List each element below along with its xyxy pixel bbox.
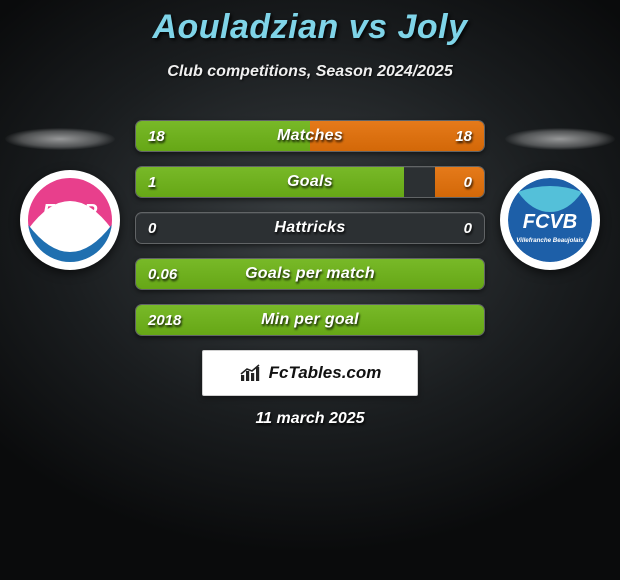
stat-value-right: 18: [455, 121, 472, 151]
date-label: 11 march 2025: [0, 410, 620, 428]
subtitle: Club competitions, Season 2024/2025: [0, 63, 620, 81]
svg-text:Villefranche Beaujolais: Villefranche Beaujolais: [516, 237, 584, 244]
page-title: Aouladzian vs Joly: [0, 0, 620, 47]
stat-label: Goals per match: [136, 259, 484, 289]
stat-row: 2018 Min per goal: [135, 304, 485, 336]
fcvb-crest-icon: FCVB Villefranche Beaujolais: [508, 178, 592, 262]
crest-shadow-right: [505, 128, 615, 150]
stat-value-right: 0: [464, 213, 472, 243]
stat-label: Hattricks: [136, 213, 484, 243]
svg-text:FCVB: FCVB: [523, 211, 577, 233]
stat-value-right: 0: [464, 167, 472, 197]
stat-label: Goals: [136, 167, 484, 197]
stat-row: 0 Hattricks 0: [135, 212, 485, 244]
bar-chart-icon: [239, 363, 263, 383]
stat-row: 1 Goals 0: [135, 166, 485, 198]
stat-label: Matches: [136, 121, 484, 151]
stat-label: Min per goal: [136, 305, 484, 335]
stat-rows: 18 Matches 18 1 Goals 0 0 Hattricks 0 0.…: [135, 120, 485, 350]
branding-badge: FcTables.com: [202, 350, 418, 396]
svg-text:FBBP: FBBP: [43, 201, 98, 223]
fbbp-crest-icon: FBBP: [28, 178, 112, 262]
left-team-crest: FBBP: [20, 170, 120, 270]
stat-row: 18 Matches 18: [135, 120, 485, 152]
branding-text: FcTables.com: [269, 363, 382, 383]
right-team-crest: FCVB Villefranche Beaujolais: [500, 170, 600, 270]
crest-shadow-left: [5, 128, 115, 150]
comparison-card: Aouladzian vs Joly Club competitions, Se…: [0, 0, 620, 580]
stat-row: 0.06 Goals per match: [135, 258, 485, 290]
